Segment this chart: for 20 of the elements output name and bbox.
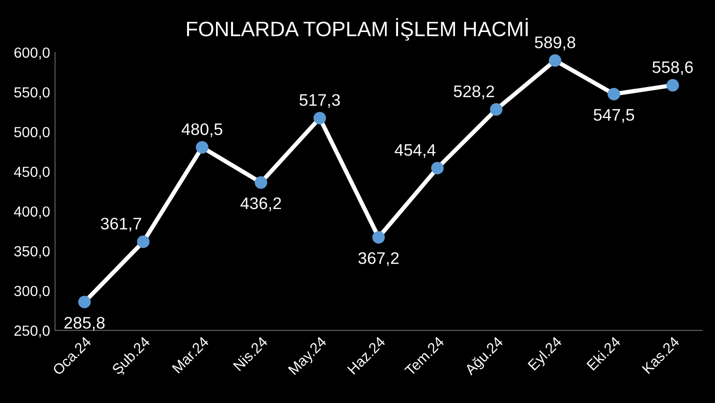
data-label: 517,3 xyxy=(300,94,340,108)
data-label: 367,2 xyxy=(358,252,399,266)
y-tick-label: 350,0 xyxy=(14,246,50,258)
data-label: 558,6 xyxy=(652,61,693,76)
y-tick-label: 250,0 xyxy=(14,326,50,338)
y-tick-label: 300,0 xyxy=(14,286,50,298)
y-tick-label: 600,0 xyxy=(14,47,50,60)
data-label: 285,8 xyxy=(64,316,105,331)
chart-title: FONLARDA TOPLAM İŞLEM HACMİ xyxy=(187,18,528,41)
data-label: 454,4 xyxy=(394,144,436,158)
data-label: 589,8 xyxy=(534,36,576,50)
y-tick-label: 550,0 xyxy=(14,87,50,100)
data-label: 436,2 xyxy=(240,197,281,212)
y-tick-label: 400,0 xyxy=(14,206,50,218)
data-label: 361,7 xyxy=(100,218,142,232)
y-tick-label: 450,0 xyxy=(14,166,50,179)
data-label: 547,5 xyxy=(594,109,634,123)
data-label: 480,5 xyxy=(182,123,222,138)
data-label: 528,2 xyxy=(454,85,494,100)
y-tick-label: 500,0 xyxy=(14,126,50,139)
